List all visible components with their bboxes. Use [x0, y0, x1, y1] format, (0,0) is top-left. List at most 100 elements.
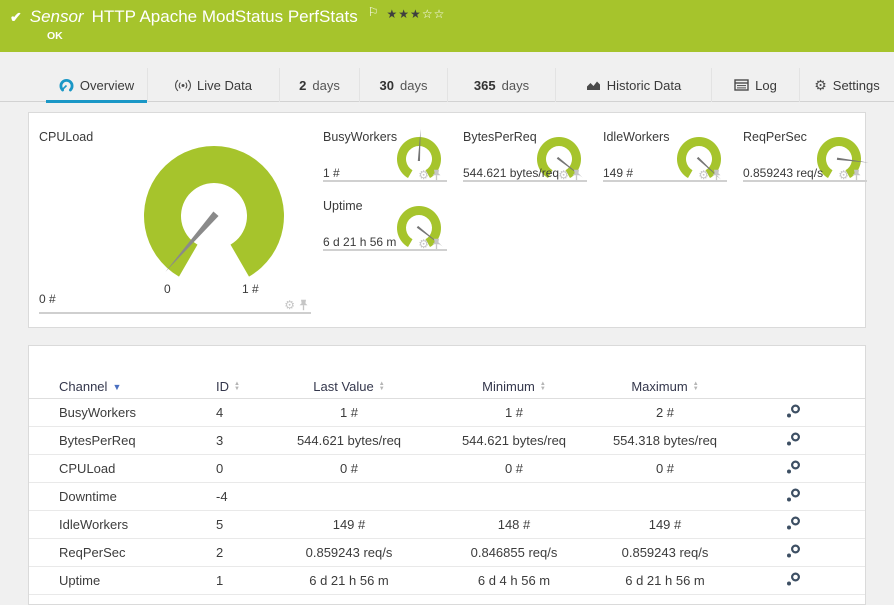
gauge-needle: [165, 211, 219, 272]
tab-2-days[interactable]: 2 days: [280, 68, 360, 102]
tab-settings[interactable]: ⚙ Settings: [800, 68, 894, 102]
column-header-id[interactable]: ID ▲ ▼: [216, 378, 240, 394]
tab-overview[interactable]: Overview: [46, 68, 148, 103]
pin-icon[interactable]: [432, 238, 441, 250]
gauge-axis-label: 0 #: [39, 292, 56, 306]
sort-icon: ▲ ▼: [234, 381, 240, 393]
table-row[interactable]: ReqPerSec 2 0.859243 req/s 0.846855 req/…: [29, 539, 865, 567]
gauge-title: BusyWorkers: [323, 130, 398, 144]
star-empty-icons[interactable]: ☆☆: [421, 7, 446, 21]
tab-bar: Overview Live Data 2 days 30 days 365 days …: [0, 68, 894, 103]
column-header-minimum[interactable]: Minimum ▲ ▼: [482, 378, 546, 394]
gauge-value: 544.621 bytes/req: [463, 166, 560, 180]
gauge-underline: [323, 180, 447, 182]
tab-label: days: [312, 77, 340, 93]
channel-settings-icon[interactable]: [786, 515, 801, 531]
gauge-settings-gear-icon[interactable]: ⚙: [418, 168, 429, 182]
gauge-underline: [603, 180, 727, 182]
channel-settings-icon[interactable]: [786, 571, 801, 587]
channel-name: IdleWorkers: [59, 517, 129, 532]
channel-settings-icon[interactable]: [786, 487, 801, 503]
gauge-title: BytesPerReq: [463, 130, 537, 144]
status-badge: OK: [47, 30, 63, 42]
live-data-icon: [175, 79, 192, 91]
active-tab-underline: [46, 100, 147, 103]
channel-name: BytesPerReq: [59, 433, 136, 448]
gauge-reqpersec[interactable]: ReqPerSec 0.859243 req/s ⚙: [743, 130, 869, 182]
tab-live-data[interactable]: Live Data: [148, 68, 280, 102]
gauge-settings-gear-icon[interactable]: ⚙: [558, 168, 569, 182]
table-row[interactable]: Downtime -4: [29, 483, 865, 511]
gauge-idleworkers[interactable]: IdleWorkers 149 # ⚙: [603, 130, 727, 182]
mini-gauge-dial: [397, 129, 441, 179]
channel-table: Channel ▼ ID ▲ ▼ Last Value ▲ ▼ Minimum ▲ ▼ Max…: [29, 374, 865, 595]
table-row[interactable]: BusyWorkers 4 1 # 1 # 2 #: [29, 399, 865, 427]
channel-settings-icon[interactable]: [786, 403, 801, 419]
gauge-icon: [59, 78, 74, 91]
gauge-bytesperreq[interactable]: BytesPerReq 544.621 bytes/req ⚙: [463, 130, 587, 182]
gauge-busyworkers[interactable]: BusyWorkers 1 # ⚙: [323, 129, 447, 182]
gauge-settings-gear-icon[interactable]: ⚙: [418, 237, 429, 251]
tab-365-days[interactable]: 365 days: [448, 68, 556, 102]
gauge-underline: [463, 180, 587, 182]
gauge-cpuload[interactable]: CPULoad 0 1 # 0 # ⚙: [39, 130, 311, 314]
table-row[interactable]: IdleWorkers 5 149 # 148 # 149 #: [29, 511, 865, 539]
column-header-last-value[interactable]: Last Value ▲ ▼: [313, 378, 385, 394]
gauge-settings-gear-icon[interactable]: ⚙: [838, 168, 849, 182]
channel-settings-icon[interactable]: [786, 431, 801, 447]
star-filled-icons[interactable]: ★★★: [386, 7, 422, 21]
gauge-uptime[interactable]: Uptime 6 d 21 h 56 m ⚙: [323, 199, 447, 251]
page-title: HTTP Apache ModStatus PerfStats: [91, 7, 358, 26]
channel-name: Downtime: [59, 489, 117, 504]
settings-gear-icon: ⚙: [814, 77, 827, 93]
channel-name: ReqPerSec: [59, 545, 126, 560]
gauge-settings-gear-icon[interactable]: ⚙: [698, 168, 709, 182]
gauge-needle: [417, 129, 421, 162]
table-row[interactable]: CPULoad 0 0 # 0 # 0 #: [29, 455, 865, 483]
channel-name: BusyWorkers: [59, 405, 137, 420]
tab-log[interactable]: Log: [712, 68, 800, 102]
column-header-maximum[interactable]: Maximum ▲ ▼: [631, 378, 699, 394]
sort-desc-icon: ▼: [112, 381, 122, 392]
channel-name: Uptime: [59, 573, 101, 588]
log-icon: [734, 79, 749, 91]
tab-label: Live Data: [197, 77, 252, 93]
table-header-row: Channel ▼ ID ▲ ▼ Last Value ▲ ▼ Minimum ▲ ▼ Max…: [29, 374, 865, 399]
tab-label: days: [400, 77, 428, 93]
table-row[interactable]: BytesPerReq 3 544.621 bytes/req 544.621 …: [29, 427, 865, 455]
gauge-settings-gear-icon[interactable]: ⚙: [284, 298, 295, 312]
pin-icon[interactable]: [852, 169, 861, 181]
channel-table-panel: Channel ▼ ID ▲ ▼ Last Value ▲ ▼ Minimum ▲ ▼ Max…: [28, 345, 866, 605]
gauge-value: 1 #: [323, 166, 340, 180]
channel-settings-icon[interactable]: [786, 543, 801, 559]
pin-icon[interactable]: [712, 169, 721, 181]
gauge-underline: [743, 180, 867, 182]
overview-gauges-panel: CPULoad 0 1 # 0 # ⚙ BusyWorkers 1 # ⚙ By…: [28, 112, 869, 328]
sort-icon: ▲ ▼: [692, 381, 699, 393]
pin-icon[interactable]: [299, 299, 308, 311]
gauge-title: CPULoad: [39, 130, 94, 144]
pin-icon[interactable]: [432, 169, 441, 181]
gauge-value: 0.859243 req/s: [743, 166, 824, 180]
gauge-underline: [39, 312, 311, 314]
table-row[interactable]: Uptime 1 6 d 21 h 56 m 6 d 4 h 56 m 6 d …: [29, 567, 865, 595]
flag-icon[interactable]: ⚐: [367, 5, 379, 19]
channel-settings-icon[interactable]: [786, 459, 801, 475]
gauge-needle: [836, 157, 869, 163]
gauge-scale-min: 0: [164, 282, 171, 296]
sort-icon: ▲ ▼: [539, 381, 546, 393]
column-header-channel[interactable]: Channel ▼: [59, 378, 122, 394]
pin-icon[interactable]: [572, 169, 581, 181]
gauge-value: 6 d 21 h 56 m: [323, 235, 397, 249]
gauge-title: Uptime: [323, 199, 363, 213]
check-icon: ✔: [10, 8, 22, 25]
tab-label: Historic Data: [606, 77, 682, 93]
tab-historic-data[interactable]: Historic Data: [556, 68, 712, 102]
tab-30-days[interactable]: 30 days: [360, 68, 448, 102]
gauge-value: 149 #: [603, 166, 634, 180]
priority-stars[interactable]: ★★★☆☆: [387, 7, 446, 21]
sort-icon: ▲ ▼: [378, 381, 385, 393]
cpuload-gauge-dial: [144, 145, 284, 277]
channel-name: CPULoad: [59, 461, 116, 476]
gauge-underline: [323, 249, 447, 251]
